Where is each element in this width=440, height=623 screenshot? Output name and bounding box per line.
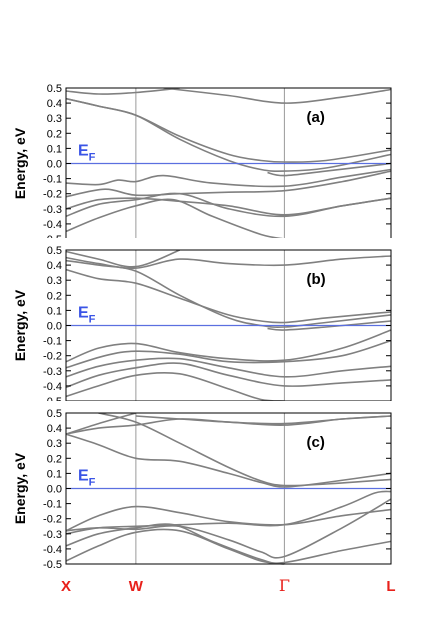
y-tick-label: 0.4: [47, 98, 62, 110]
y-tick-label: 0.0: [47, 159, 62, 171]
band-line: [65, 523, 392, 564]
y-tick-label: 0.4: [47, 423, 62, 435]
band-line: [65, 339, 392, 369]
y-tick-label: 0.3: [47, 438, 62, 450]
y-tick-label: -0.2: [43, 351, 62, 363]
fermi-label: EF: [78, 143, 96, 164]
y-tick-label: -0.2: [43, 514, 62, 526]
y-tick-label: 0.3: [47, 113, 62, 125]
band-line: [65, 498, 392, 559]
band-line: [65, 192, 392, 218]
panel-label: (c): [307, 434, 325, 451]
band-line: [65, 357, 392, 378]
y-tick-label: 0.0: [47, 321, 62, 333]
band-line: [65, 505, 392, 532]
band-line: [65, 97, 392, 172]
band-line: [65, 87, 180, 95]
band-line: [65, 268, 392, 324]
band-line: [65, 490, 392, 535]
band-line: [65, 249, 181, 268]
y-tick-label: -0.2: [43, 189, 62, 201]
mask-top: [0, 401, 440, 413]
band-line: [267, 162, 392, 177]
fermi-label: EF: [78, 305, 96, 326]
y-tick-label: 0.4: [47, 260, 62, 272]
panel-label: (a): [307, 109, 325, 126]
panel-b: 0.50.40.30.20.10.0-0.1-0.2-0.3-0.4-0.5En…: [0, 238, 440, 408]
band-line: [98, 412, 392, 487]
band-line: [65, 255, 392, 270]
band-line: [135, 415, 392, 425]
y-tick-label: 0.0: [47, 484, 62, 496]
y-tick-label: 0.1: [47, 305, 62, 317]
panels-group: 0.5 0.4 0.3 0.2 0.1 0.0 -0.1 -0.2 -0.3 -0.4 -0.5 En…: [0, 76, 440, 571]
y-tick-label: -0.3: [43, 366, 62, 378]
y-tick-label: 0.2: [47, 290, 62, 302]
mask-top: [0, 238, 440, 250]
y-tick-label: -0.1: [43, 174, 62, 186]
y-tick-label: -0.4: [43, 544, 62, 556]
band-line: [65, 412, 137, 435]
band-line: [65, 371, 285, 402]
y-tick-label: 0.5: [47, 408, 62, 420]
k-point-label: Γ: [279, 576, 290, 595]
panel-label: (b): [307, 271, 326, 288]
panel-a: 0.50.40.30.20.10.0-0.1-0.2-0.3-0.4-0.5En…: [0, 76, 440, 246]
y-tick-label: 0.5: [47, 83, 62, 95]
band-line: [65, 168, 392, 188]
band-line: [65, 97, 392, 163]
y-tick-label: 0.1: [47, 468, 62, 480]
band-line: [65, 528, 285, 565]
y-tick-label: 0.2: [47, 453, 62, 465]
y-tick-label: 0.2: [47, 128, 62, 140]
y-tick-label: -0.3: [43, 529, 62, 541]
band-line: [65, 198, 285, 240]
y-tick-label: -0.4: [43, 219, 62, 231]
band-line: [65, 433, 392, 488]
band-line: [65, 259, 392, 328]
band-line: [163, 87, 392, 104]
y-tick-label: 0.5: [47, 245, 62, 257]
y-axis-label: Energy, eV: [12, 127, 28, 199]
band-line: [65, 329, 392, 363]
band-line: [65, 362, 392, 389]
band-line: [65, 170, 392, 198]
y-tick-label: -0.3: [43, 204, 62, 216]
panel-c: 0.5 0.4 0.3 0.2 0.1 0.0 -0.1 -0.2 -0.3 -0.4 -0.5 En…: [0, 401, 440, 571]
y-tick-label: 0.3: [47, 275, 62, 287]
k-point-label: L: [386, 578, 395, 595]
y-tick-label: -0.1: [43, 336, 62, 348]
k-point-label: X: [61, 578, 71, 595]
k-point-label: W: [129, 578, 144, 595]
y-tick-label: 0.1: [47, 143, 62, 155]
y-axis-label: Energy, eV: [12, 452, 28, 524]
y-tick-label: -0.5: [43, 559, 62, 571]
y-tick-label: -0.4: [43, 381, 62, 393]
band-line: [267, 320, 392, 331]
y-axis-label: Energy, eV: [12, 289, 28, 361]
fermi-label: EF: [78, 468, 96, 489]
y-tick-label: -0.1: [43, 499, 62, 511]
mask-top: [0, 76, 440, 88]
